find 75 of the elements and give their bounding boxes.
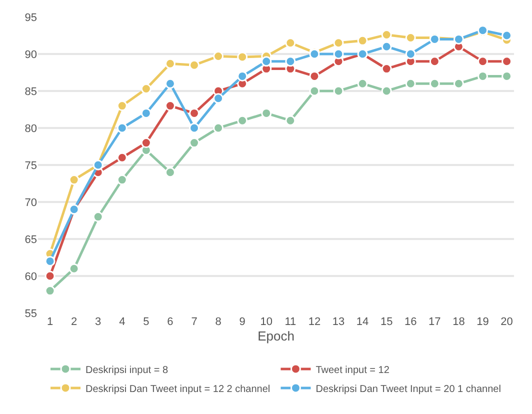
point — [285, 115, 296, 126]
point — [164, 58, 176, 69]
point — [92, 212, 104, 222]
x-tick-label: 3 — [95, 316, 102, 328]
point — [381, 41, 392, 52]
point — [357, 35, 368, 46]
x-tick-label: 5 — [143, 316, 150, 328]
point — [309, 86, 320, 96]
point — [381, 86, 392, 96]
point — [116, 122, 128, 134]
point — [189, 60, 200, 70]
point — [116, 152, 128, 163]
x-tick-label: 16 — [404, 316, 417, 328]
point — [405, 48, 416, 60]
point — [189, 122, 200, 134]
x-tick-label: 20 — [500, 316, 513, 328]
x-tick-label: 17 — [428, 316, 441, 328]
x-tick-label: 18 — [452, 316, 465, 328]
point — [213, 93, 224, 104]
legend-label: Tweet input = 12 — [316, 364, 390, 376]
y-tick-label: 85 — [24, 86, 37, 98]
point — [116, 100, 128, 112]
point — [237, 115, 248, 126]
point — [478, 56, 488, 67]
y-tick-label: 60 — [24, 270, 37, 283]
legend-label: Deskripsi Dan Tweet input = 12 2 channel — [86, 384, 270, 395]
point — [140, 138, 152, 148]
x-tick-label: 4 — [119, 316, 126, 328]
point — [213, 122, 224, 134]
legend-label: Deskripsi Dan Tweet Input = 20 1 channel — [316, 384, 501, 395]
point — [333, 48, 344, 60]
point — [140, 84, 152, 94]
point — [453, 78, 464, 89]
x-tick-label: 10 — [260, 316, 273, 328]
y-tick-label: 90 — [24, 48, 37, 61]
y-tick-label: 95 — [24, 12, 37, 24]
x-tick-label: 8 — [215, 316, 222, 328]
point — [285, 38, 296, 48]
point — [44, 270, 56, 282]
x-tick-label: 1 — [46, 316, 54, 328]
x-tick-label: 2 — [70, 316, 78, 328]
x-tick-label: 13 — [332, 316, 345, 328]
x-tick-label: 11 — [284, 316, 296, 328]
x-tick-label: 12 — [308, 316, 321, 328]
point — [333, 38, 344, 48]
y-tick-label: 80 — [24, 122, 37, 135]
point — [429, 56, 440, 67]
point — [237, 52, 248, 62]
point — [140, 108, 152, 118]
point — [333, 86, 344, 96]
x-tick-label: 9 — [239, 316, 246, 328]
legend-label: Deskripsi input = 8 — [86, 364, 168, 376]
point — [285, 56, 296, 67]
point — [429, 78, 440, 89]
point — [189, 138, 200, 148]
point — [68, 174, 80, 186]
x-tick-label: 6 — [167, 316, 174, 328]
point — [116, 174, 128, 186]
x-tick-label: 19 — [476, 316, 489, 328]
y-tick-label: 65 — [24, 234, 37, 246]
point — [357, 78, 368, 89]
point — [164, 167, 176, 178]
y-tick-label: 70 — [24, 196, 37, 209]
point — [44, 256, 56, 266]
x-tick-label: 7 — [191, 316, 198, 328]
point — [405, 78, 416, 89]
point — [189, 108, 200, 118]
x-tick-label: 14 — [356, 316, 369, 328]
point — [68, 263, 80, 274]
y-tick-label: 75 — [24, 160, 37, 172]
point — [261, 56, 272, 67]
point — [164, 78, 176, 89]
x-tick-label: 15 — [380, 316, 393, 328]
x-axis-title: Epoch — [258, 328, 294, 344]
y-tick-label: 55 — [24, 308, 37, 320]
